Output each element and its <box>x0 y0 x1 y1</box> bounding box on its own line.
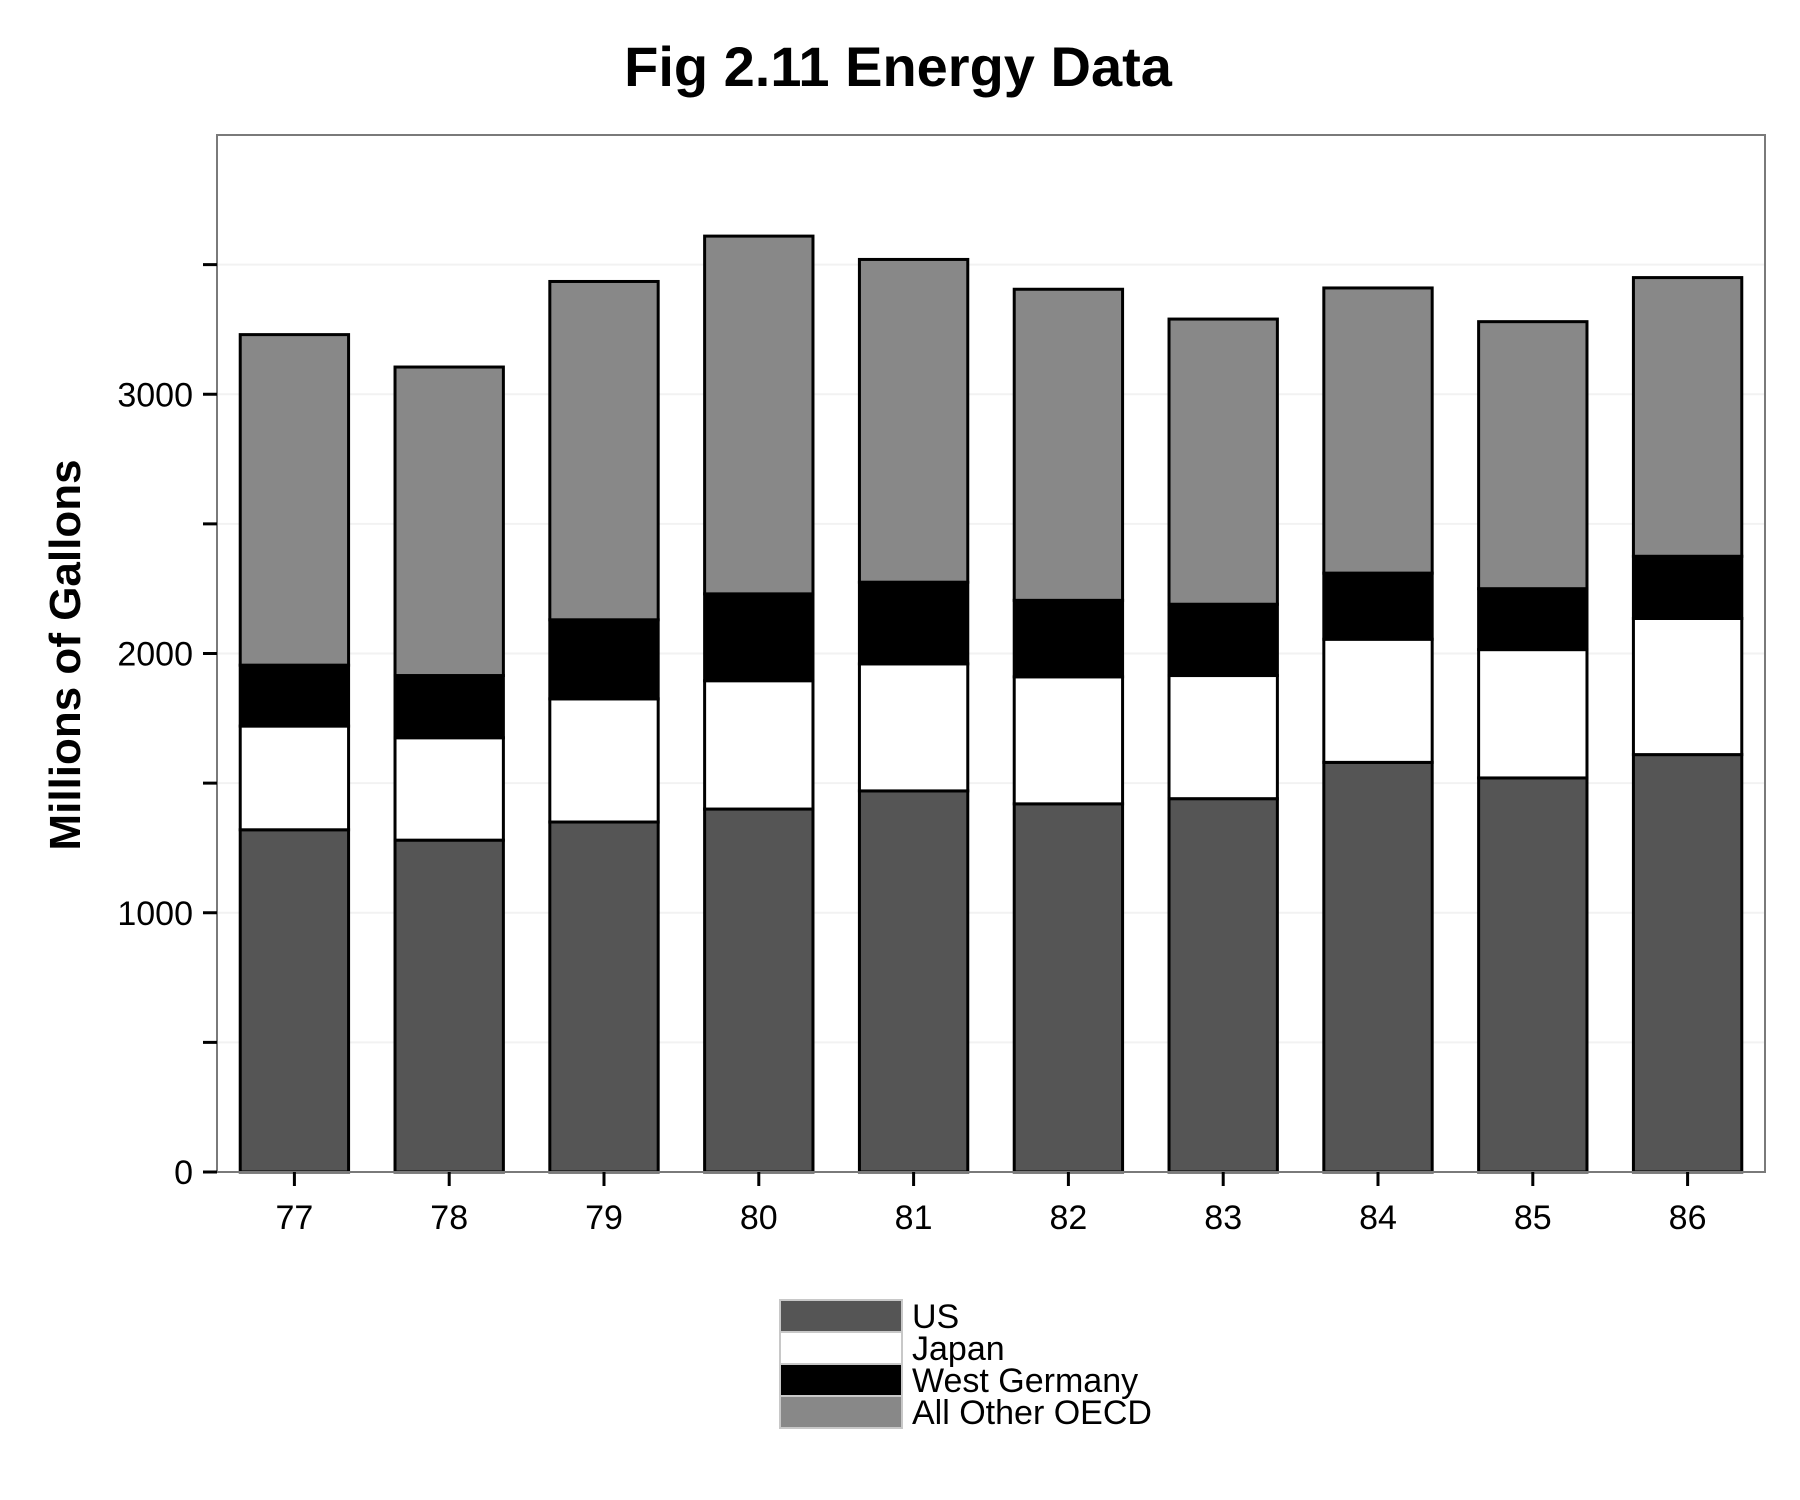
legend-label: All Other OECD <box>912 1394 1152 1432</box>
legend-swatch <box>779 1363 903 1397</box>
bar-segment <box>1477 320 1589 591</box>
x-tick-label: 78 <box>430 1199 468 1237</box>
bar-segment <box>1322 637 1434 764</box>
bar-segment <box>703 592 815 683</box>
x-tick-label: 80 <box>740 1199 778 1237</box>
bar-segment <box>1167 674 1279 801</box>
bar-segment <box>238 663 351 728</box>
bar-segment <box>1167 797 1279 1174</box>
bar-segment <box>1477 776 1589 1174</box>
bar-segment <box>1322 571 1434 641</box>
bar-segment <box>1477 587 1589 652</box>
bar-segment <box>393 838 505 1174</box>
bar-segment <box>1631 554 1744 621</box>
legend-swatch <box>779 1331 903 1365</box>
bar-segment <box>1322 286 1434 575</box>
x-axis: 77 78 79 80 81 82 83 84 85 86 <box>275 1172 1707 1237</box>
bar-segment <box>548 820 660 1174</box>
bars <box>238 234 1744 1174</box>
x-tick-label: 86 <box>1669 1199 1707 1237</box>
x-tick-label: 81 <box>895 1199 933 1237</box>
y-tick-label: 2000 <box>117 636 193 674</box>
bar-segment <box>857 580 970 666</box>
bar-segment <box>1012 675 1125 806</box>
x-tick-label: 82 <box>1049 1199 1087 1237</box>
y-tick-label: 3000 <box>117 376 193 414</box>
bar-segment <box>1322 760 1434 1174</box>
legend-label: West Germany <box>912 1362 1138 1400</box>
bar-segment <box>393 736 505 842</box>
x-tick-label: 85 <box>1514 1199 1552 1237</box>
bar-segment <box>703 234 815 596</box>
legend-label: US <box>912 1298 959 1336</box>
bar-segment <box>1012 598 1125 679</box>
bar-segment <box>1477 648 1589 780</box>
bar-segment <box>548 279 660 622</box>
bar-segment <box>1631 617 1744 757</box>
chart-title: Fig 2.11 Energy Data <box>624 35 1173 98</box>
x-tick-label: 84 <box>1359 1199 1397 1237</box>
x-tick-label: 77 <box>275 1199 313 1237</box>
y-tick-label: 0 <box>174 1154 193 1192</box>
bar-segment <box>857 662 970 793</box>
bar-segment <box>1012 287 1125 602</box>
y-tick-label: 1000 <box>117 895 193 933</box>
y-axis-label: Millions of Gallons <box>41 459 90 850</box>
bar-segment <box>238 724 351 832</box>
legend-label: Japan <box>912 1330 1005 1368</box>
bar-segment <box>393 674 505 740</box>
bar-segment <box>1631 753 1744 1174</box>
bar-segment <box>857 789 970 1174</box>
bar-segment <box>703 679 815 811</box>
legend-swatch <box>779 1395 903 1429</box>
x-tick-label: 83 <box>1204 1199 1242 1237</box>
bar-segment <box>1167 602 1279 678</box>
bar-segment <box>238 828 351 1174</box>
bar-segment <box>548 697 660 824</box>
legend-swatch <box>779 1299 903 1333</box>
bar-segment <box>1012 802 1125 1174</box>
bar-segment <box>548 618 660 701</box>
bar-segment <box>1167 317 1279 606</box>
bar-segment <box>393 365 505 678</box>
bar-segment <box>703 807 815 1174</box>
bar-segment <box>857 257 970 584</box>
bar-segment <box>238 333 351 667</box>
y-axis: 0 1000 2000 3000 <box>117 263 217 1192</box>
bar-segment <box>1631 276 1744 558</box>
x-tick-label: 79 <box>585 1199 623 1237</box>
